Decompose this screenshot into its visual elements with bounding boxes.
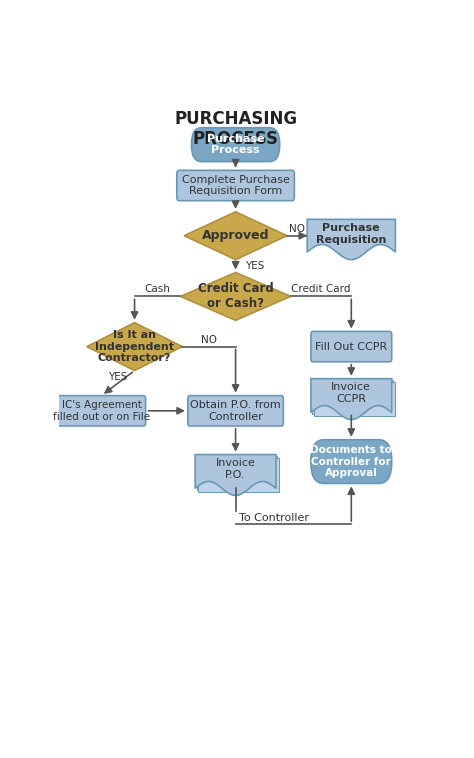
Text: Complete Purchase
Requisition Form: Complete Purchase Requisition Form xyxy=(182,174,290,196)
PathPatch shape xyxy=(311,379,392,419)
Polygon shape xyxy=(87,323,182,371)
Polygon shape xyxy=(181,272,291,321)
FancyBboxPatch shape xyxy=(197,456,277,490)
Text: Fill Out CCPR: Fill Out CCPR xyxy=(315,342,387,352)
Text: Credit Card: Credit Card xyxy=(291,284,351,294)
Text: YES: YES xyxy=(245,261,264,271)
FancyBboxPatch shape xyxy=(312,381,393,415)
Text: NO: NO xyxy=(289,224,305,233)
Text: Cash: Cash xyxy=(145,284,171,294)
Text: Invoice
P.O.: Invoice P.O. xyxy=(216,459,255,480)
Text: To Controller: To Controller xyxy=(239,513,309,523)
FancyBboxPatch shape xyxy=(198,458,279,492)
Text: Invoice
CCPR: Invoice CCPR xyxy=(331,383,371,404)
Text: Documents to
Controller for
Approval: Documents to Controller for Approval xyxy=(310,445,392,478)
Text: PURCHASING
PROCESS: PURCHASING PROCESS xyxy=(174,110,297,149)
FancyBboxPatch shape xyxy=(314,382,395,416)
Text: Approved: Approved xyxy=(202,229,269,243)
Text: Is It an
Independent
Contractor?: Is It an Independent Contractor? xyxy=(95,330,174,363)
FancyBboxPatch shape xyxy=(177,171,294,201)
FancyBboxPatch shape xyxy=(311,331,392,362)
PathPatch shape xyxy=(195,455,276,496)
Text: NO: NO xyxy=(201,334,217,345)
FancyBboxPatch shape xyxy=(188,396,283,426)
FancyBboxPatch shape xyxy=(57,396,146,426)
Text: Purchase
Process: Purchase Process xyxy=(207,134,264,155)
Text: YES: YES xyxy=(108,372,127,382)
Text: IC's Agreement
filled out or on File: IC's Agreement filled out or on File xyxy=(53,400,150,421)
Polygon shape xyxy=(184,211,287,260)
FancyBboxPatch shape xyxy=(191,128,280,161)
FancyBboxPatch shape xyxy=(311,440,392,484)
Text: Obtain P.O. from
Controller: Obtain P.O. from Controller xyxy=(190,400,281,421)
Text: Purchase
Requisition: Purchase Requisition xyxy=(316,223,386,245)
Text: Credit Card
or Cash?: Credit Card or Cash? xyxy=(198,283,273,311)
PathPatch shape xyxy=(307,219,395,259)
